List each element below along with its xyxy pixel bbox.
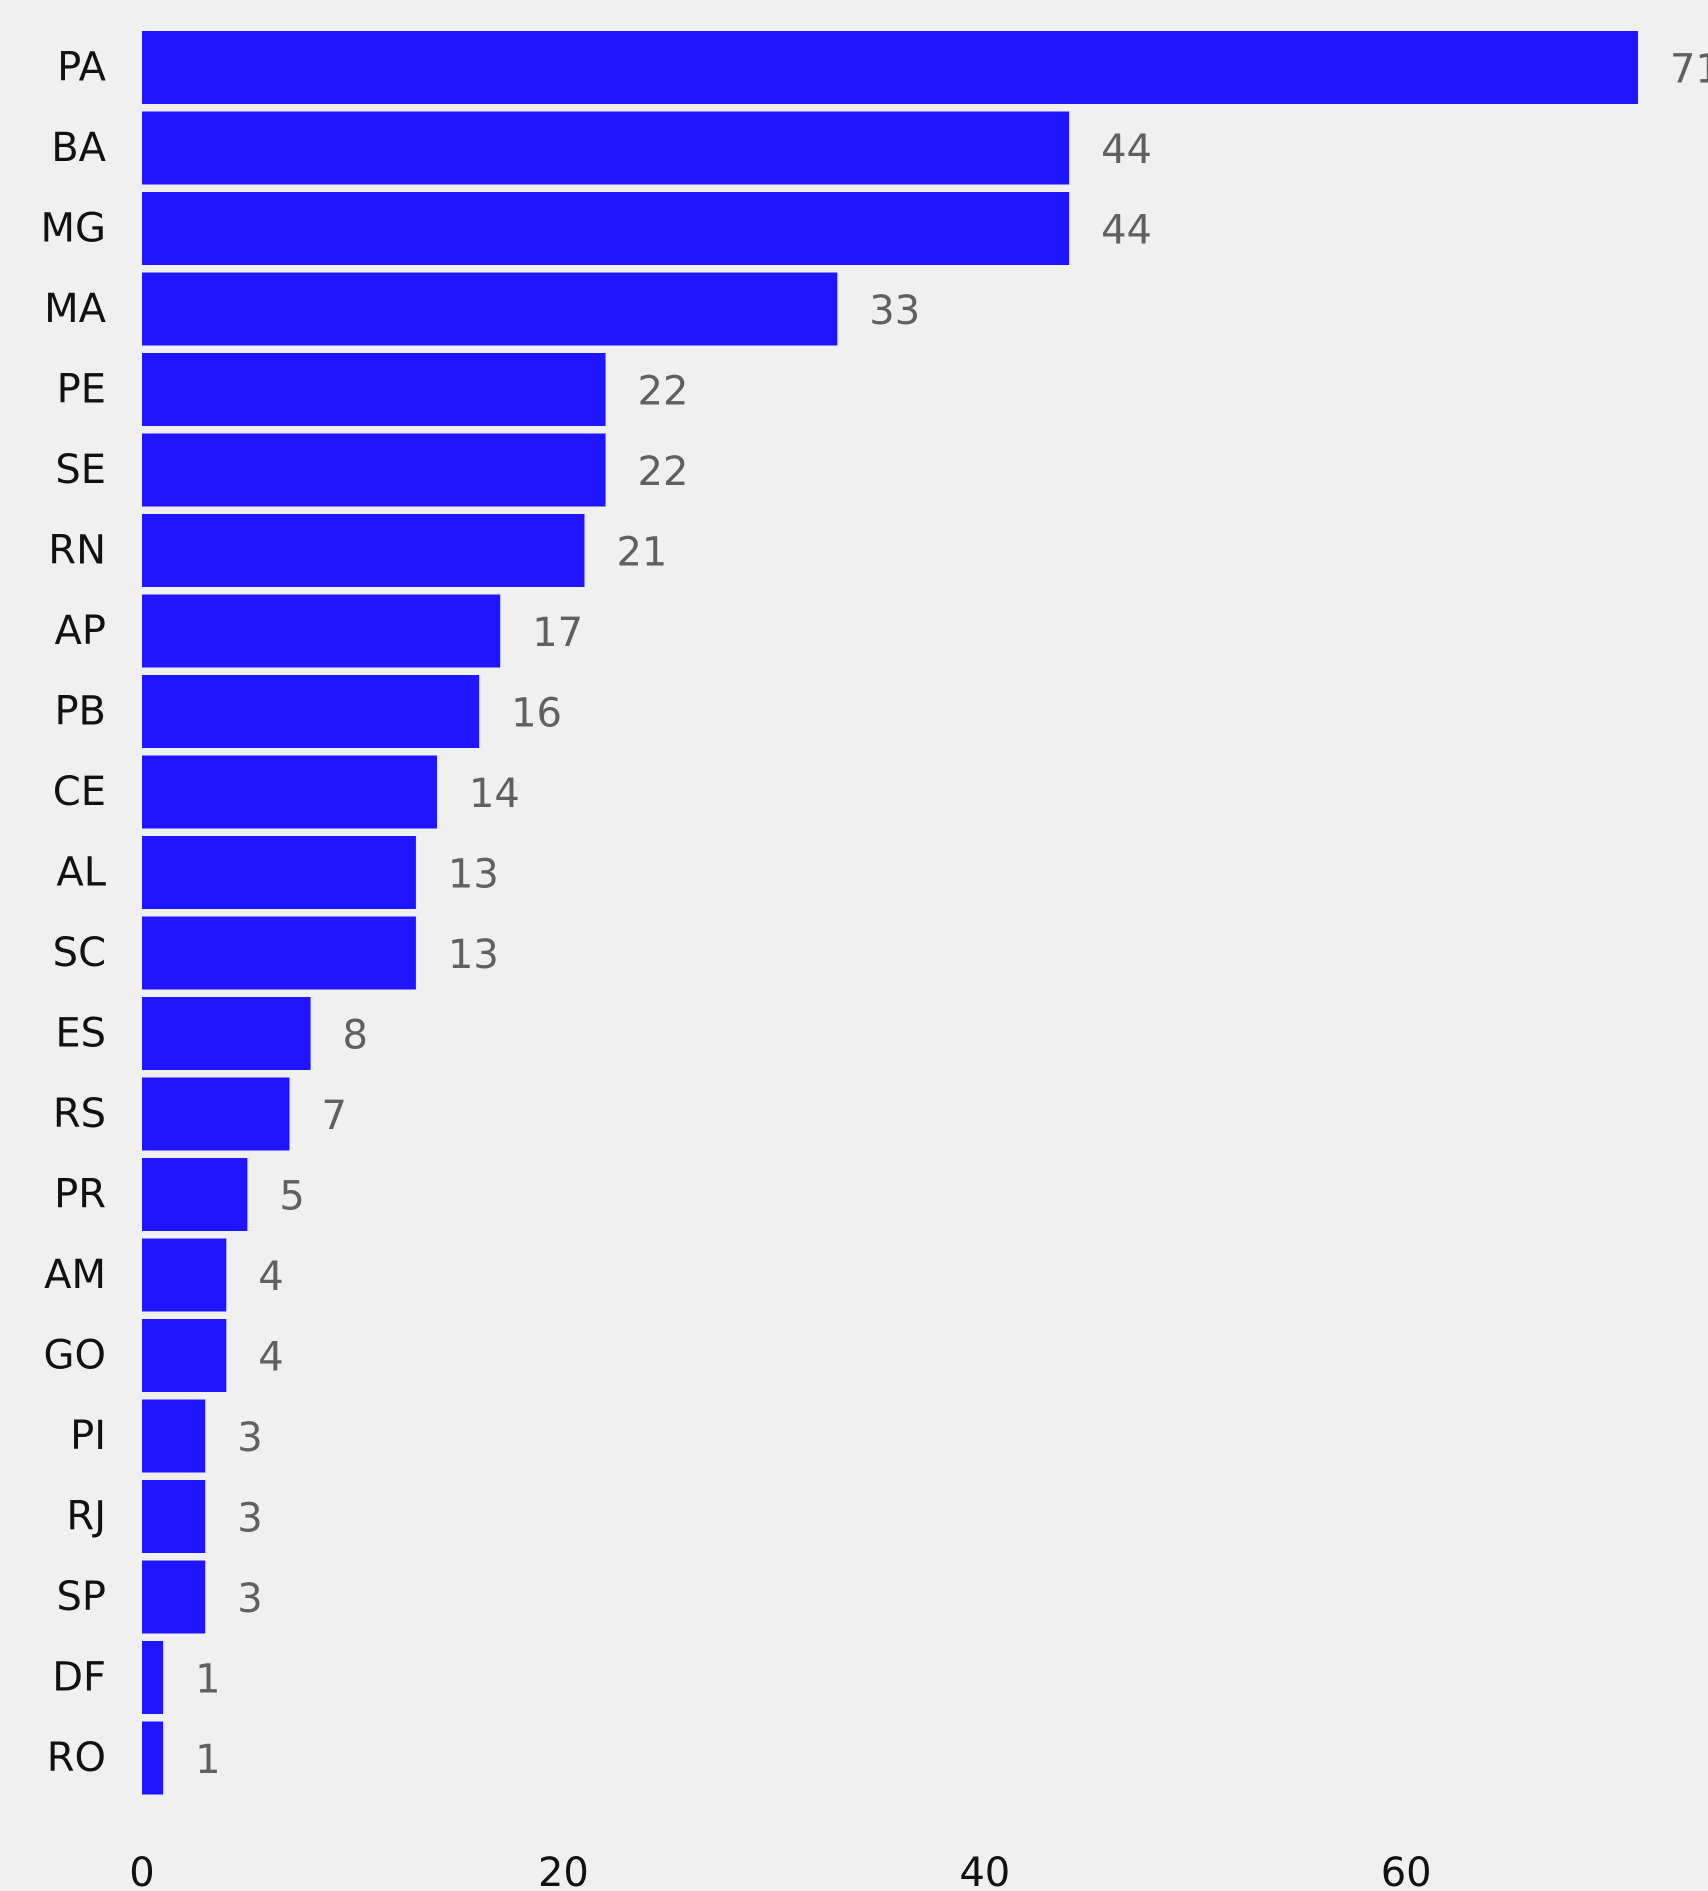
value-label-al: 13 [448,852,499,898]
bar-sc [142,916,416,990]
category-label-es: ES [55,1011,106,1057]
value-label-ap: 17 [532,610,583,656]
bar-pi [142,1399,206,1473]
category-label-se: SE [55,447,106,493]
category-label-ma: MA [44,286,107,332]
category-label-pi: PI [70,1413,106,1459]
category-label-al: AL [56,850,106,896]
bar-ma [142,272,838,346]
category-label-pa: PA [57,45,107,91]
value-label-pr: 5 [279,1174,304,1220]
category-label-rj: RJ [66,1494,106,1540]
value-label-am: 4 [258,1254,283,1300]
x-tick-label-0: 0 [129,1850,154,1891]
category-label-rn: RN [48,528,106,574]
category-label-ap: AP [55,608,106,654]
value-label-ma: 33 [869,288,920,334]
x-tick-label-40: 40 [959,1850,1010,1891]
category-label-am: AM [44,1252,106,1298]
bar-rs [142,1077,290,1151]
value-label-sp: 3 [237,1576,262,1622]
value-label-mg: 44 [1101,208,1152,254]
value-label-pa: 71 [1670,47,1708,93]
bar-se [142,433,606,507]
value-label-go: 4 [258,1335,283,1381]
category-label-go: GO [44,1333,106,1379]
bar-df [142,1641,164,1714]
value-label-pe: 22 [638,369,689,415]
value-label-rj: 3 [237,1496,262,1542]
category-label-ce: CE [53,769,106,815]
bar-pb [142,675,480,748]
value-label-df: 1 [195,1657,220,1703]
bar-sp [142,1560,206,1634]
bar-rn [142,514,585,587]
bar-ba [142,111,1070,185]
value-label-rs: 7 [321,1093,346,1139]
category-label-ba: BA [51,125,106,171]
x-tick-label-60: 60 [1381,1850,1432,1891]
category-label-mg: MG [40,206,106,252]
bar-pa [142,31,1638,104]
category-label-pe: PE [57,367,106,413]
bar-go [142,1319,227,1392]
value-label-pb: 16 [511,691,562,737]
bar-ce [142,755,437,829]
bar-pe [142,353,606,426]
x-tick-label-20: 20 [538,1850,589,1891]
value-label-sc: 13 [448,932,499,978]
category-label-pr: PR [54,1172,106,1218]
value-label-ba: 44 [1101,127,1152,173]
value-label-rn: 21 [616,530,667,576]
bar-am [142,1238,227,1312]
category-label-pb: PB [54,689,106,735]
category-label-sc: SC [53,930,106,976]
bar-al [142,836,416,909]
value-label-ro: 1 [195,1737,220,1783]
value-label-pi: 3 [237,1415,262,1461]
bar-pr [142,1158,248,1231]
bar-mg [142,192,1070,265]
value-label-es: 8 [343,1013,368,1059]
value-labels-layer: 7144443322222117161413138754433311 [195,47,1708,1784]
category-labels-layer: PA BA MG MA PE SE RN AP PB CE AL SC ES RS PR AM GO PI RJ SP… [40,45,106,1782]
bar-ro [142,1721,164,1795]
category-label-df: DF [52,1655,106,1701]
category-label-ro: RO [47,1735,106,1781]
bar-ap [142,594,501,668]
value-label-se: 22 [638,449,689,495]
bar-es [142,997,311,1070]
category-label-rs: RS [53,1091,106,1137]
bar-rj [142,1480,206,1553]
category-label-sp: SP [56,1574,106,1620]
bars-layer [142,31,1638,1795]
value-label-ce: 14 [469,771,520,817]
x-axis-ticks: 0 20 40 60 [129,1850,1431,1891]
